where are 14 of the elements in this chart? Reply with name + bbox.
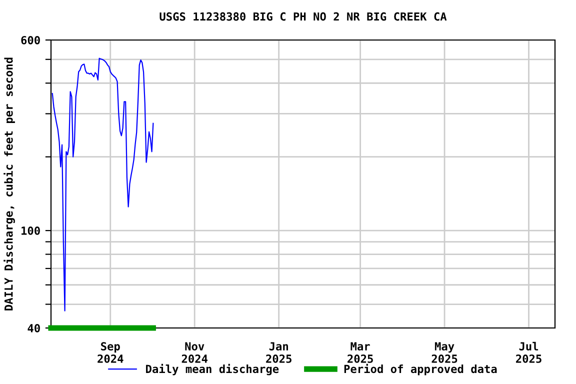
line-series bbox=[52, 58, 154, 312]
legend-label: Period of approved data bbox=[344, 364, 497, 376]
chart-title: USGS 11238380 BIG C PH NO 2 NR BIG CREEK CA bbox=[160, 12, 447, 21]
x-tick-label: Nov 2024 bbox=[182, 342, 208, 363]
x-tick-label: Jan 2025 bbox=[266, 342, 292, 363]
x-tick-label: Jul 2025 bbox=[516, 342, 542, 363]
y-tick-label: 40 bbox=[28, 324, 40, 332]
x-tick-label: May 2025 bbox=[432, 342, 458, 363]
y-tick-label: 100 bbox=[22, 226, 40, 235]
x-tick-label: Mar 2025 bbox=[348, 342, 373, 363]
y-tick-label: 600 bbox=[21, 36, 40, 44]
y-axis-title: DAILY Discharge, cubic feet per second bbox=[4, 58, 15, 310]
x-tick-label: Sep 2024 bbox=[98, 342, 124, 363]
legend-label: Daily mean discharge bbox=[146, 364, 279, 376]
